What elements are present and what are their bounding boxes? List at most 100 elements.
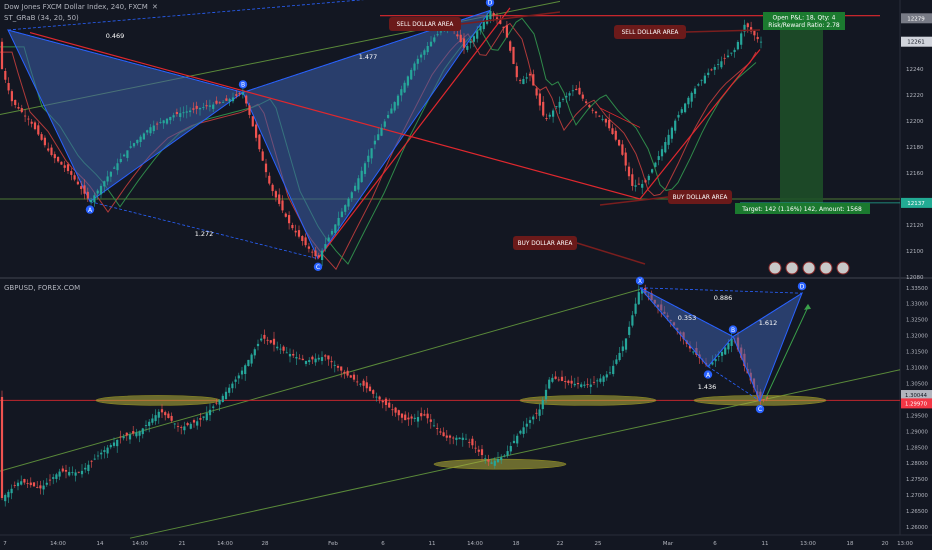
candle-body-top xyxy=(621,144,624,155)
candle-body-bottom xyxy=(132,431,135,434)
candle-body-top xyxy=(212,104,215,109)
time-axis[interactable] xyxy=(0,535,932,550)
x-tick-label: 14 xyxy=(97,541,104,547)
candle-body-bottom xyxy=(228,387,231,393)
pattern-point-marker[interactable] xyxy=(703,370,713,379)
price-tag-bottom[interactable] xyxy=(901,398,932,409)
channel-line-upper[interactable] xyxy=(0,288,641,472)
candle-body-bottom xyxy=(640,289,644,294)
pattern-point-marker[interactable] xyxy=(635,276,645,285)
candle-body-bottom xyxy=(765,396,768,399)
drawing-tool-icon[interactable] xyxy=(785,261,799,275)
price-tag-top[interactable] xyxy=(901,13,932,24)
support-zone-ellipse[interactable] xyxy=(519,395,657,406)
bottom-symbol-header[interactable]: GBPUSD, FOREX.COM xyxy=(4,284,80,292)
candle-body-bottom xyxy=(301,358,304,361)
projection-arrow-line[interactable] xyxy=(764,306,809,400)
pattern-point-marker[interactable] xyxy=(313,262,323,271)
candle-body-bottom xyxy=(148,421,151,426)
support-zone-ellipse[interactable] xyxy=(433,458,567,470)
candle-body-bottom xyxy=(61,468,64,472)
position-info-box[interactable] xyxy=(763,12,845,30)
drawing-tool-icon[interactable] xyxy=(802,261,816,275)
candle-body-top xyxy=(472,36,475,42)
candle-body-bottom xyxy=(512,440,516,444)
trend-line-red-down[interactable] xyxy=(29,32,641,200)
candle-body-top xyxy=(96,190,99,194)
candle-body-top xyxy=(482,20,485,30)
pattern-point-marker[interactable] xyxy=(755,404,765,414)
candle-body-bottom xyxy=(266,339,269,341)
pattern-point-marker[interactable] xyxy=(728,325,738,334)
pattern-point-marker[interactable] xyxy=(238,80,248,89)
support-zone-ellipse[interactable] xyxy=(95,395,221,406)
candle-body-bottom xyxy=(461,437,464,440)
candle-body-bottom xyxy=(400,413,404,418)
candle-body-top xyxy=(311,251,314,253)
candle-body-top xyxy=(261,151,264,161)
zone-label-box[interactable] xyxy=(668,190,732,204)
candle-body-top xyxy=(73,175,76,180)
candle-body-top xyxy=(670,127,673,139)
trend-line-red-up-1[interactable] xyxy=(317,7,511,260)
candle-body-bottom xyxy=(196,421,199,426)
drawing-tool-icon[interactable] xyxy=(768,261,782,275)
candle-body-bottom xyxy=(618,352,621,361)
candle-body-top xyxy=(37,125,40,135)
indicator-header[interactable]: ST_GRaB (34, 20, 50) xyxy=(4,14,79,22)
candle-body-top xyxy=(17,107,20,109)
candle-body-top xyxy=(558,101,561,108)
candle-body-bottom xyxy=(727,343,730,350)
candle-body-bottom xyxy=(32,482,36,487)
top-symbol-header[interactable]: Dow Jones FXCM Dollar Index, 240, FXCM ✕ xyxy=(4,3,158,11)
candle-body-top xyxy=(274,191,277,198)
moving-average-red xyxy=(0,22,757,271)
candle-body-bottom xyxy=(71,472,74,474)
price-tag-bottom[interactable] xyxy=(901,390,932,401)
close-icon[interactable]: ✕ xyxy=(152,3,158,11)
candle-body-bottom xyxy=(90,460,93,462)
candle-body-top xyxy=(189,110,192,113)
candle-body-top xyxy=(314,250,317,257)
pattern-point-marker[interactable] xyxy=(485,0,495,7)
pattern-ratio-label: 0.886 xyxy=(714,294,733,302)
candle-body-top xyxy=(693,88,697,94)
drawing-tool-icon[interactable] xyxy=(836,261,850,275)
zone-label-box[interactable] xyxy=(389,17,461,31)
candle-body-top xyxy=(317,255,320,258)
candle-body-top xyxy=(43,137,46,146)
drawing-tool-icon[interactable] xyxy=(819,261,833,275)
y-tick-label-bottom: 1.32000 xyxy=(906,334,929,340)
price-tag-top[interactable] xyxy=(901,197,932,208)
candle-body-top xyxy=(360,170,363,183)
candle-body-bottom xyxy=(122,436,125,439)
candle-body-top xyxy=(50,147,53,155)
candle-body-bottom xyxy=(404,414,407,421)
candle-body-top xyxy=(720,61,723,68)
pattern-point-marker[interactable] xyxy=(85,205,95,214)
candle-body-bottom xyxy=(487,459,490,462)
candle-body-top xyxy=(555,106,558,107)
candle-body-bottom xyxy=(448,435,452,438)
candle-body-bottom xyxy=(631,315,634,326)
pattern-point-marker[interactable] xyxy=(797,282,807,291)
candle-body-bottom xyxy=(624,338,628,350)
zone-label-box[interactable] xyxy=(614,25,686,39)
candle-body-top xyxy=(152,125,155,132)
candle-body-bottom xyxy=(468,441,471,443)
price-tag-top[interactable] xyxy=(901,36,932,47)
candle-body-top xyxy=(63,165,66,168)
candle-body-top xyxy=(248,105,251,115)
candle-body-bottom xyxy=(532,416,535,420)
zone-label-box[interactable] xyxy=(513,236,577,250)
pattern-ratio-label: 1.612 xyxy=(759,319,778,327)
candle-body-top xyxy=(571,90,574,92)
candle-body-top xyxy=(205,105,208,107)
position-target-zone[interactable] xyxy=(780,18,823,203)
candle-body-bottom xyxy=(688,345,692,349)
trend-line-red-up-2[interactable] xyxy=(639,49,761,200)
candle-body-top xyxy=(90,200,93,203)
position-target-box[interactable] xyxy=(735,203,870,214)
candle-body-bottom xyxy=(64,469,68,472)
